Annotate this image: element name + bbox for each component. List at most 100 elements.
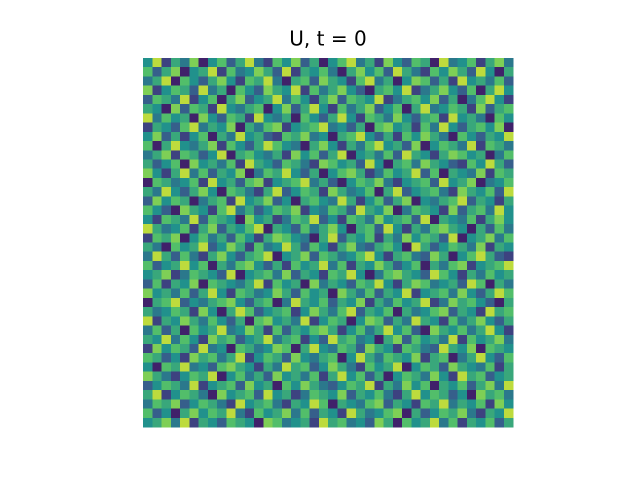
- cell: [180, 279, 190, 289]
- cell: [402, 399, 412, 409]
- cell: [309, 177, 320, 188]
- cell: [429, 122, 440, 133]
- cell: [448, 297, 458, 308]
- cell: [466, 251, 477, 262]
- cell: [374, 399, 384, 409]
- cell: [439, 94, 449, 105]
- cell: [355, 113, 366, 123]
- cell: [374, 270, 384, 280]
- cell: [494, 141, 505, 151]
- cell: [374, 371, 384, 382]
- cell: [429, 196, 440, 206]
- cell: [439, 288, 449, 299]
- cell: [217, 242, 227, 253]
- cell: [448, 168, 458, 179]
- cell: [448, 58, 458, 68]
- cell: [420, 288, 431, 299]
- cell: [355, 150, 366, 160]
- cell: [143, 380, 153, 391]
- cell: [309, 325, 320, 336]
- cell: [161, 141, 172, 151]
- cell: [281, 334, 292, 345]
- cell: [189, 260, 199, 271]
- cell: [439, 408, 449, 419]
- cell: [411, 187, 421, 197]
- cell: [411, 242, 421, 253]
- cell: [244, 67, 255, 77]
- cell: [244, 242, 255, 253]
- cell: [198, 316, 209, 326]
- cell: [263, 362, 273, 372]
- cell: [494, 242, 505, 253]
- cell: [143, 187, 153, 197]
- cell: [466, 362, 477, 372]
- cell: [420, 141, 431, 151]
- cell: [476, 104, 486, 114]
- cell: [170, 380, 181, 391]
- cell: [226, 196, 236, 206]
- cell: [346, 371, 357, 382]
- cell: [217, 131, 227, 142]
- cell: [355, 159, 366, 169]
- cell: [485, 214, 495, 225]
- cell: [170, 260, 181, 271]
- cell: [244, 390, 255, 400]
- cell: [346, 408, 357, 419]
- cell: [365, 150, 375, 160]
- cell: [374, 94, 384, 105]
- cell: [217, 67, 227, 77]
- cell: [226, 113, 236, 123]
- cell: [235, 85, 246, 96]
- cell: [198, 104, 209, 114]
- cell: [318, 353, 329, 363]
- cell: [429, 141, 440, 151]
- cell: [337, 131, 347, 142]
- cell: [402, 408, 412, 419]
- cell: [254, 131, 264, 142]
- cell: [217, 214, 227, 225]
- cell: [402, 334, 412, 345]
- cell: [466, 260, 477, 271]
- cell: [318, 205, 329, 216]
- cell: [466, 307, 477, 317]
- cell: [254, 417, 264, 428]
- cell: [152, 168, 162, 179]
- cell: [263, 58, 273, 68]
- cell: [355, 297, 366, 308]
- cell: [254, 307, 264, 317]
- cell: [170, 390, 181, 400]
- cell: [207, 122, 218, 133]
- cell: [402, 224, 412, 234]
- cell: [485, 177, 495, 188]
- cell: [402, 307, 412, 317]
- cell: [226, 353, 236, 363]
- cell: [494, 279, 505, 289]
- cell: [309, 85, 320, 96]
- cell: [152, 104, 162, 114]
- cell: [235, 251, 246, 262]
- cell: [235, 177, 246, 188]
- cell: [291, 214, 301, 225]
- cell: [143, 85, 153, 96]
- cell: [217, 362, 227, 372]
- cell: [143, 224, 153, 234]
- cell: [291, 307, 301, 317]
- cell: [355, 224, 366, 234]
- cell: [281, 297, 292, 308]
- cell: [198, 196, 209, 206]
- cell: [318, 307, 329, 317]
- cell: [235, 288, 246, 299]
- cell: [291, 334, 301, 345]
- cell: [337, 334, 347, 345]
- cell: [198, 279, 209, 289]
- cell: [346, 380, 357, 391]
- cell: [392, 399, 403, 409]
- cell: [392, 260, 403, 271]
- cell: [365, 380, 375, 391]
- cell: [485, 297, 495, 308]
- cell: [374, 417, 384, 428]
- cell: [466, 343, 477, 354]
- cell: [318, 131, 329, 142]
- cell: [411, 316, 421, 326]
- cell: [300, 334, 310, 345]
